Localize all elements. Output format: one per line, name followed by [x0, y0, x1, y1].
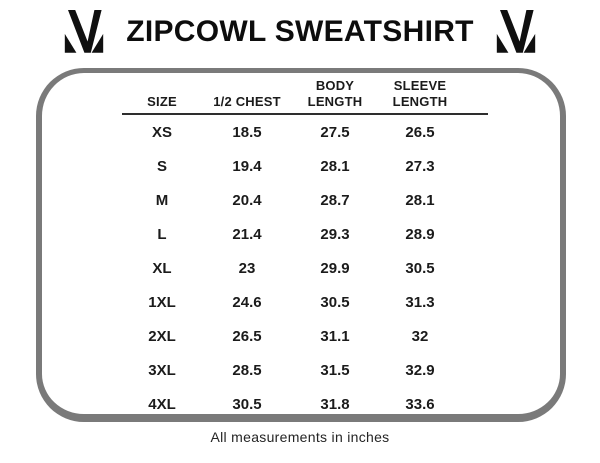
column-header-body-length-line2: LENGTH	[307, 94, 363, 109]
body-length-cell: 30.5	[320, 293, 350, 311]
sleeve-length-cell: 32	[411, 327, 429, 345]
sleeve-length-cell: 28.1	[405, 191, 435, 209]
half-chest-cell: 26.5	[232, 327, 262, 345]
table-row-2xl: 2XL 26.5 31.1 32	[122, 319, 488, 353]
sleeve-length-cell: 32.9	[405, 361, 435, 379]
brand-m-logo-right-icon	[496, 9, 535, 53]
table-row-m: M 20.4 28.7 28.1	[122, 183, 488, 217]
half-chest-cell: 21.4	[232, 225, 262, 243]
half-chest-cell: 18.5	[232, 123, 262, 141]
half-chest-cell: 19.4	[232, 157, 262, 175]
sleeve-length-cell: 30.5	[405, 259, 435, 277]
sleeve-length-cell: 28.9	[405, 225, 435, 243]
spacer-cell	[462, 114, 488, 149]
table-row-l: L 21.4 29.3 28.9	[122, 217, 488, 251]
table-row-1xl: 1XL 24.6 30.5 31.3	[122, 285, 488, 319]
size-chart-body: XS 18.5 27.5 26.5 S 19.4 28.1 27.3 M 20.…	[122, 114, 488, 421]
sleeve-length-cell: 31.3	[405, 293, 435, 311]
size-cell: M	[155, 191, 169, 209]
body-length-cell: 28.7	[320, 191, 350, 209]
body-length-cell: 29.9	[320, 259, 350, 277]
spacer-cell	[462, 353, 488, 387]
spacer-cell	[462, 149, 488, 183]
column-header-sleeve-length-line1: SLEEVE	[393, 78, 447, 93]
body-length-cell: 31.8	[320, 395, 350, 413]
spacer-cell	[462, 251, 488, 285]
size-cell: 1XL	[148, 293, 176, 311]
column-header-half-chest: 1/2 CHEST	[202, 68, 292, 115]
spacer-cell	[462, 319, 488, 353]
column-header-size: SIZE	[122, 68, 202, 115]
spacer-cell	[462, 217, 488, 251]
column-header-body-length: BODY LENGTH	[292, 68, 378, 115]
table-row-4xl: 4XL 30.5 31.8 33.6	[122, 387, 488, 421]
sleeve-length-cell: 33.6	[405, 395, 435, 413]
size-cell: 4XL	[148, 395, 176, 413]
column-header-size-label: SIZE	[147, 94, 177, 109]
size-cell: L	[157, 225, 167, 243]
page-title: ZIPCOWL SWEATSHIRT	[126, 15, 474, 48]
table-row-3xl: 3XL 28.5 31.5 32.9	[122, 353, 488, 387]
column-header-half-chest-label: 1/2 CHEST	[213, 94, 281, 109]
size-cell: S	[156, 157, 167, 175]
spacer-cell	[462, 285, 488, 319]
half-chest-cell: 23	[238, 259, 256, 277]
body-length-cell: 31.5	[320, 361, 350, 379]
half-chest-cell: 30.5	[232, 395, 262, 413]
body-length-cell: 31.1	[320, 327, 350, 345]
half-chest-cell: 24.6	[232, 293, 262, 311]
column-header-sleeve-length: SLEEVE LENGTH	[378, 68, 462, 115]
size-chart-table: SIZE 1/2 CHEST BODY LENGTH SLEEVE LENGTH…	[122, 68, 488, 421]
size-chart-header: SIZE 1/2 CHEST BODY LENGTH SLEEVE LENGTH	[122, 68, 488, 115]
half-chest-cell: 20.4	[232, 191, 262, 209]
size-cell: XL	[152, 259, 172, 277]
spacer-cell	[462, 183, 488, 217]
column-header-sleeve-length-line2: LENGTH	[392, 94, 448, 109]
header-row: SIZE 1/2 CHEST BODY LENGTH SLEEVE LENGTH	[122, 68, 488, 115]
half-chest-cell: 28.5	[232, 361, 262, 379]
size-cell: XS	[151, 123, 172, 141]
body-length-cell: 27.5	[320, 123, 350, 141]
size-cell: 2XL	[148, 327, 176, 345]
body-length-cell: 29.3	[320, 225, 350, 243]
header: ZIPCOWL SWEATSHIRT	[0, 4, 600, 60]
table-row-xs: XS 18.5 27.5 26.5	[122, 114, 488, 149]
column-header-body-length-line1: BODY	[315, 78, 355, 93]
measurements-note: All measurements in inches	[210, 429, 390, 445]
body-length-cell: 28.1	[320, 157, 350, 175]
header-spacer-cell	[462, 68, 488, 115]
table-row-s: S 19.4 28.1 27.3	[122, 149, 488, 183]
sleeve-length-cell: 27.3	[405, 157, 435, 175]
brand-m-logo-left-icon	[64, 9, 104, 53]
size-cell: 3XL	[148, 361, 176, 379]
sleeve-length-cell: 26.5	[405, 123, 435, 141]
table-row-xl: XL 23 29.9 30.5	[122, 251, 488, 285]
spacer-cell	[462, 387, 488, 421]
